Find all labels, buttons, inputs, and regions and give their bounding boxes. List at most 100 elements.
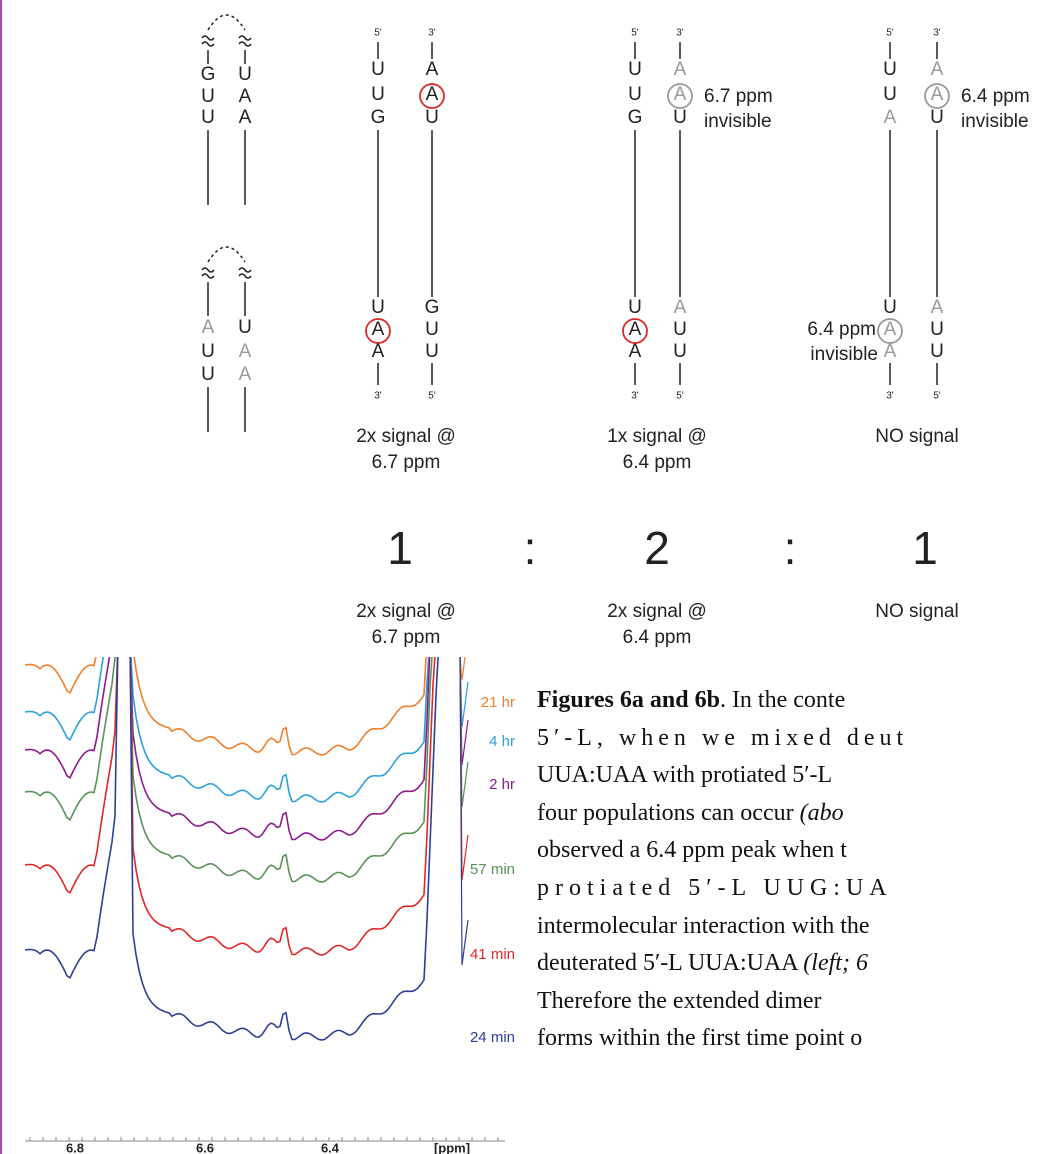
break-mark: [239, 36, 251, 46]
caption-text: 5′-L, when we mixed deut: [537, 725, 908, 751]
annotation: invisible: [810, 344, 878, 365]
annotation: invisible: [961, 111, 1029, 132]
break-mark: [239, 268, 251, 278]
base: A: [884, 107, 897, 128]
base: G: [371, 107, 386, 128]
base: U: [930, 341, 944, 362]
population-caption: NO signal: [875, 426, 958, 447]
caption-line: protiated 5′-L UUG:UA: [537, 870, 1042, 908]
strand-end: 3': [676, 28, 684, 39]
spectrum-trace: [25, 640, 439, 1040]
base: U: [201, 107, 215, 128]
caption-line: observed a 6.4 ppm peak when t: [537, 832, 1042, 870]
base: A: [239, 107, 252, 128]
caption-text: observed a 6.4 ppm peak when t: [537, 837, 847, 863]
base: A: [629, 341, 642, 362]
base: A: [426, 84, 439, 105]
time-label: 21 hr: [481, 694, 515, 711]
base: U: [628, 297, 642, 318]
strand-end: 5': [933, 391, 941, 402]
outcome-caption: NO signal: [875, 601, 958, 622]
base: U: [930, 319, 944, 340]
spectrum: [25, 635, 468, 1040]
spectrum-trace: [25, 640, 439, 840]
strand-end: 3': [886, 391, 894, 402]
caption-text: forms within the first time point o: [537, 1025, 862, 1051]
base: U: [628, 84, 642, 105]
caption-line: intermolecular interaction with the: [537, 908, 1042, 946]
ratio-term: 1: [912, 522, 938, 574]
population-caption: 1x signal @: [607, 426, 707, 447]
base: G: [425, 297, 440, 318]
x-tick-label: 6.6: [196, 1140, 214, 1154]
caption-text: Figures 6a and 6b: [537, 687, 720, 713]
figure-caption: Figures 6a and 6b. In the conte 5′-L, whe…: [537, 682, 1042, 1058]
x-tick-label: [ppm]: [434, 1140, 470, 1154]
strand-end: 5': [428, 391, 436, 402]
base: U: [425, 107, 439, 128]
base: U: [201, 86, 215, 107]
annotation: 6.4 ppm: [961, 86, 1030, 107]
caption-text: protiated 5′-L UUG:UA: [537, 875, 893, 901]
time-label: 2 hr: [489, 776, 515, 793]
base: U: [238, 64, 252, 85]
ratio-term: :: [524, 522, 537, 574]
base: U: [201, 364, 215, 385]
base: A: [372, 341, 385, 362]
caption-line: 5′-L, when we mixed deut: [537, 720, 1042, 758]
base: A: [239, 364, 252, 385]
base: A: [372, 319, 385, 340]
spectrum-trace: [25, 640, 439, 955]
base: A: [674, 59, 687, 80]
caption-text: (abo: [800, 800, 844, 826]
time-label: 57 min: [470, 861, 515, 878]
base: A: [674, 84, 687, 105]
base: A: [884, 319, 897, 340]
strand-end: 3': [374, 391, 382, 402]
base: U: [673, 107, 687, 128]
caption-line: Therefore the extended dimer: [537, 983, 1042, 1021]
caption-text: deuterated 5′-L UUA:UAA: [537, 950, 803, 976]
base: U: [238, 317, 252, 338]
strand-end: 5': [631, 28, 639, 39]
annotation: 6.4 ppm: [807, 319, 876, 340]
caption-line: Figures 6a and 6b. In the conte: [537, 682, 1042, 720]
base: U: [673, 319, 687, 340]
caption-text: (left; 6: [803, 950, 868, 976]
ratio-term: :: [784, 522, 797, 574]
base: A: [884, 341, 897, 362]
base: A: [239, 341, 252, 362]
caption-text: . In the conte: [720, 687, 845, 713]
base: U: [201, 341, 215, 362]
base: A: [239, 86, 252, 107]
spectrum-trace: [25, 640, 439, 755]
spectrum-trace: [25, 640, 439, 882]
base: U: [883, 84, 897, 105]
x-tick-label: 6.8: [66, 1140, 84, 1154]
base: U: [673, 341, 687, 362]
annotation: 6.7 ppm: [704, 86, 773, 107]
base: A: [426, 59, 439, 80]
strand-end: 5': [374, 28, 382, 39]
outcome-caption: 2x signal @: [607, 601, 707, 622]
loop: [208, 247, 245, 262]
time-label: 24 min: [470, 1029, 515, 1046]
time-label: 4 hr: [489, 733, 515, 750]
annotation: invisible: [704, 111, 772, 132]
base: U: [371, 59, 385, 80]
base: A: [674, 297, 687, 318]
strand-end: 3': [933, 28, 941, 39]
caption-text: Therefore the extended dimer: [537, 988, 822, 1014]
strand-end: 5': [886, 28, 894, 39]
base: U: [883, 59, 897, 80]
base: U: [425, 341, 439, 362]
base: U: [371, 297, 385, 318]
spectrum-trace-edge: [460, 635, 468, 680]
break-mark: [202, 268, 214, 278]
page: GUUAUAAUUAUA5'3'UUGAAUUAAGUU3'5'2x signa…: [0, 0, 1042, 1154]
base: A: [931, 84, 944, 105]
base: A: [931, 297, 944, 318]
time-label: 41 min: [470, 946, 515, 963]
loop: [208, 15, 245, 30]
caption-text: intermolecular interaction with the: [537, 913, 870, 939]
